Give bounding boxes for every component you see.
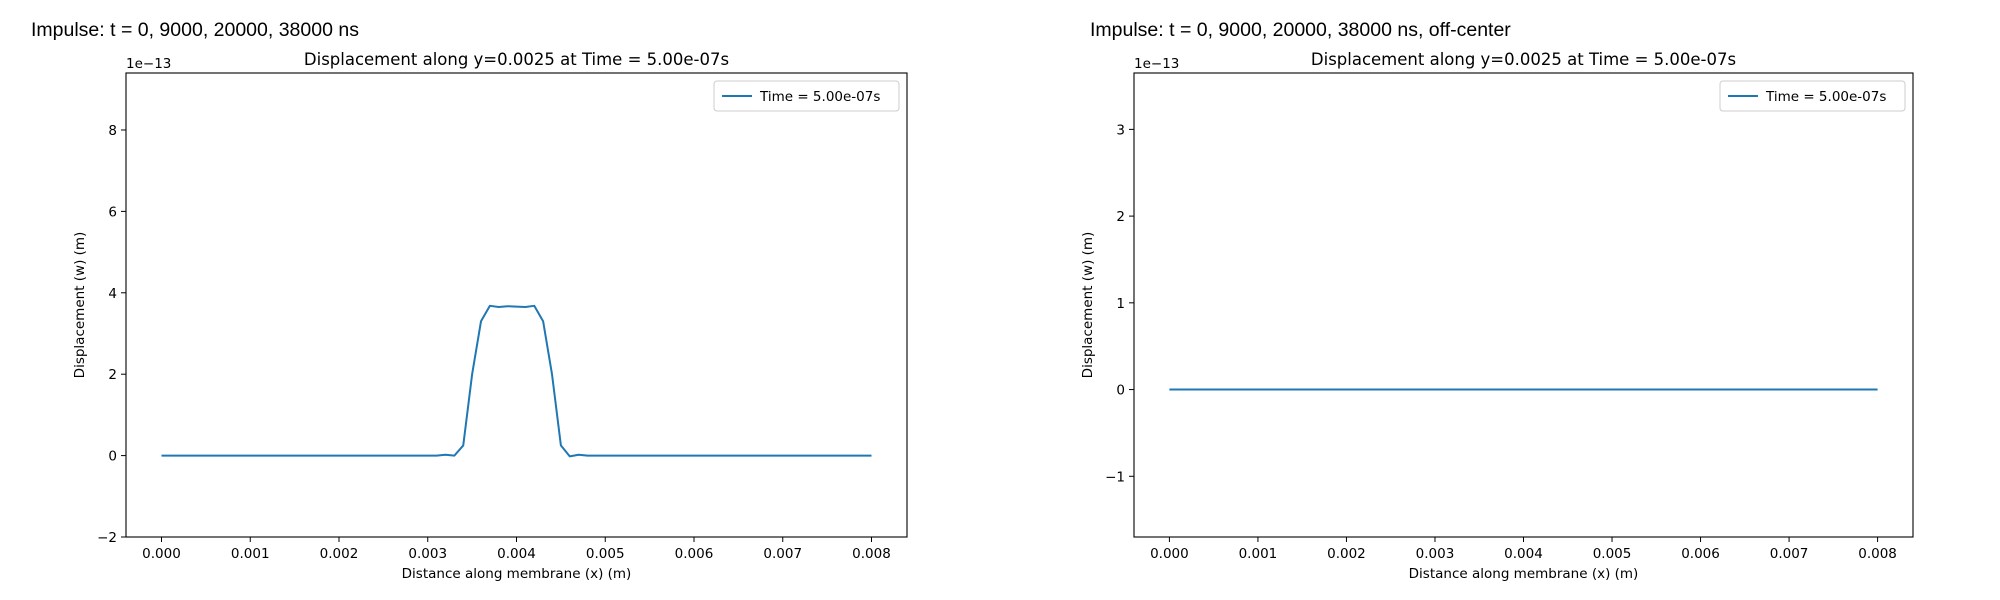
x-tick-label: 0.006 <box>1681 546 1720 562</box>
chart-title: Displacement along y=0.0025 at Time = 5.… <box>1311 50 1736 69</box>
y-tick-label: 6 <box>108 204 117 220</box>
legend-label: Time = 5.00e-07s <box>759 89 880 105</box>
y-axis-label: Displacement (w) (m) <box>1080 232 1096 379</box>
x-tick-label: 0.000 <box>142 546 181 562</box>
legend-label: Time = 5.00e-07s <box>1765 89 1886 105</box>
panel-title-left: Impulse: t = 0, 9000, 20000, 38000 ns <box>31 19 359 41</box>
x-tick-label: 0.006 <box>675 546 714 562</box>
x-tick-label: 0.003 <box>1416 546 1455 562</box>
y-tick-label: 4 <box>108 286 117 302</box>
y-scale-note: 1e−13 <box>1134 56 1179 72</box>
plot-frame <box>1133 72 1914 538</box>
chart-title: Displacement along y=0.0025 at Time = 5.… <box>304 50 729 69</box>
x-tick-label: 0.007 <box>1770 546 1809 562</box>
x-axis-label: Distance along membrane (x) (m) <box>402 566 632 582</box>
chart-1: Displacement along y=0.0025 at Time = 5.… <box>1080 50 1914 582</box>
x-tick-label: 0.003 <box>408 546 447 562</box>
x-tick-label: 0.007 <box>763 546 802 562</box>
x-tick-label: 0.001 <box>231 546 270 562</box>
x-tick-label: 0.004 <box>1504 546 1543 562</box>
x-tick-label: 0.008 <box>1858 546 1897 562</box>
chart-0: Displacement along y=0.0025 at Time = 5.… <box>72 50 908 582</box>
x-tick-label: 0.001 <box>1239 546 1278 562</box>
y-tick-label: 8 <box>108 123 117 139</box>
y-tick-label: 1 <box>1116 296 1125 312</box>
y-tick-label: −2 <box>97 530 117 546</box>
x-tick-label: 0.004 <box>497 546 536 562</box>
y-scale-note: 1e−13 <box>126 56 171 72</box>
y-tick-label: 3 <box>1116 122 1125 138</box>
y-tick-label: 2 <box>1116 209 1125 225</box>
plot-frame <box>125 72 908 538</box>
x-tick-label: 0.002 <box>320 546 359 562</box>
legend-box <box>1719 80 1906 112</box>
x-axis-label: Distance along membrane (x) (m) <box>1409 566 1639 582</box>
y-tick-label: 2 <box>108 367 117 383</box>
y-axis-label: Displacement (w) (m) <box>72 232 88 379</box>
series-line <box>161 304 872 458</box>
legend-box <box>713 80 900 112</box>
x-tick-label: 0.008 <box>852 546 891 562</box>
x-tick-label: 0.005 <box>586 546 625 562</box>
panel-title-right: Impulse: t = 0, 9000, 20000, 38000 ns, o… <box>1090 19 1511 41</box>
x-tick-label: 0.002 <box>1327 546 1366 562</box>
x-tick-label: 0.000 <box>1150 546 1189 562</box>
y-tick-label: 0 <box>108 449 117 465</box>
y-tick-label: 0 <box>1116 383 1125 399</box>
y-tick-label: −1 <box>1105 469 1125 485</box>
x-tick-label: 0.005 <box>1593 546 1632 562</box>
